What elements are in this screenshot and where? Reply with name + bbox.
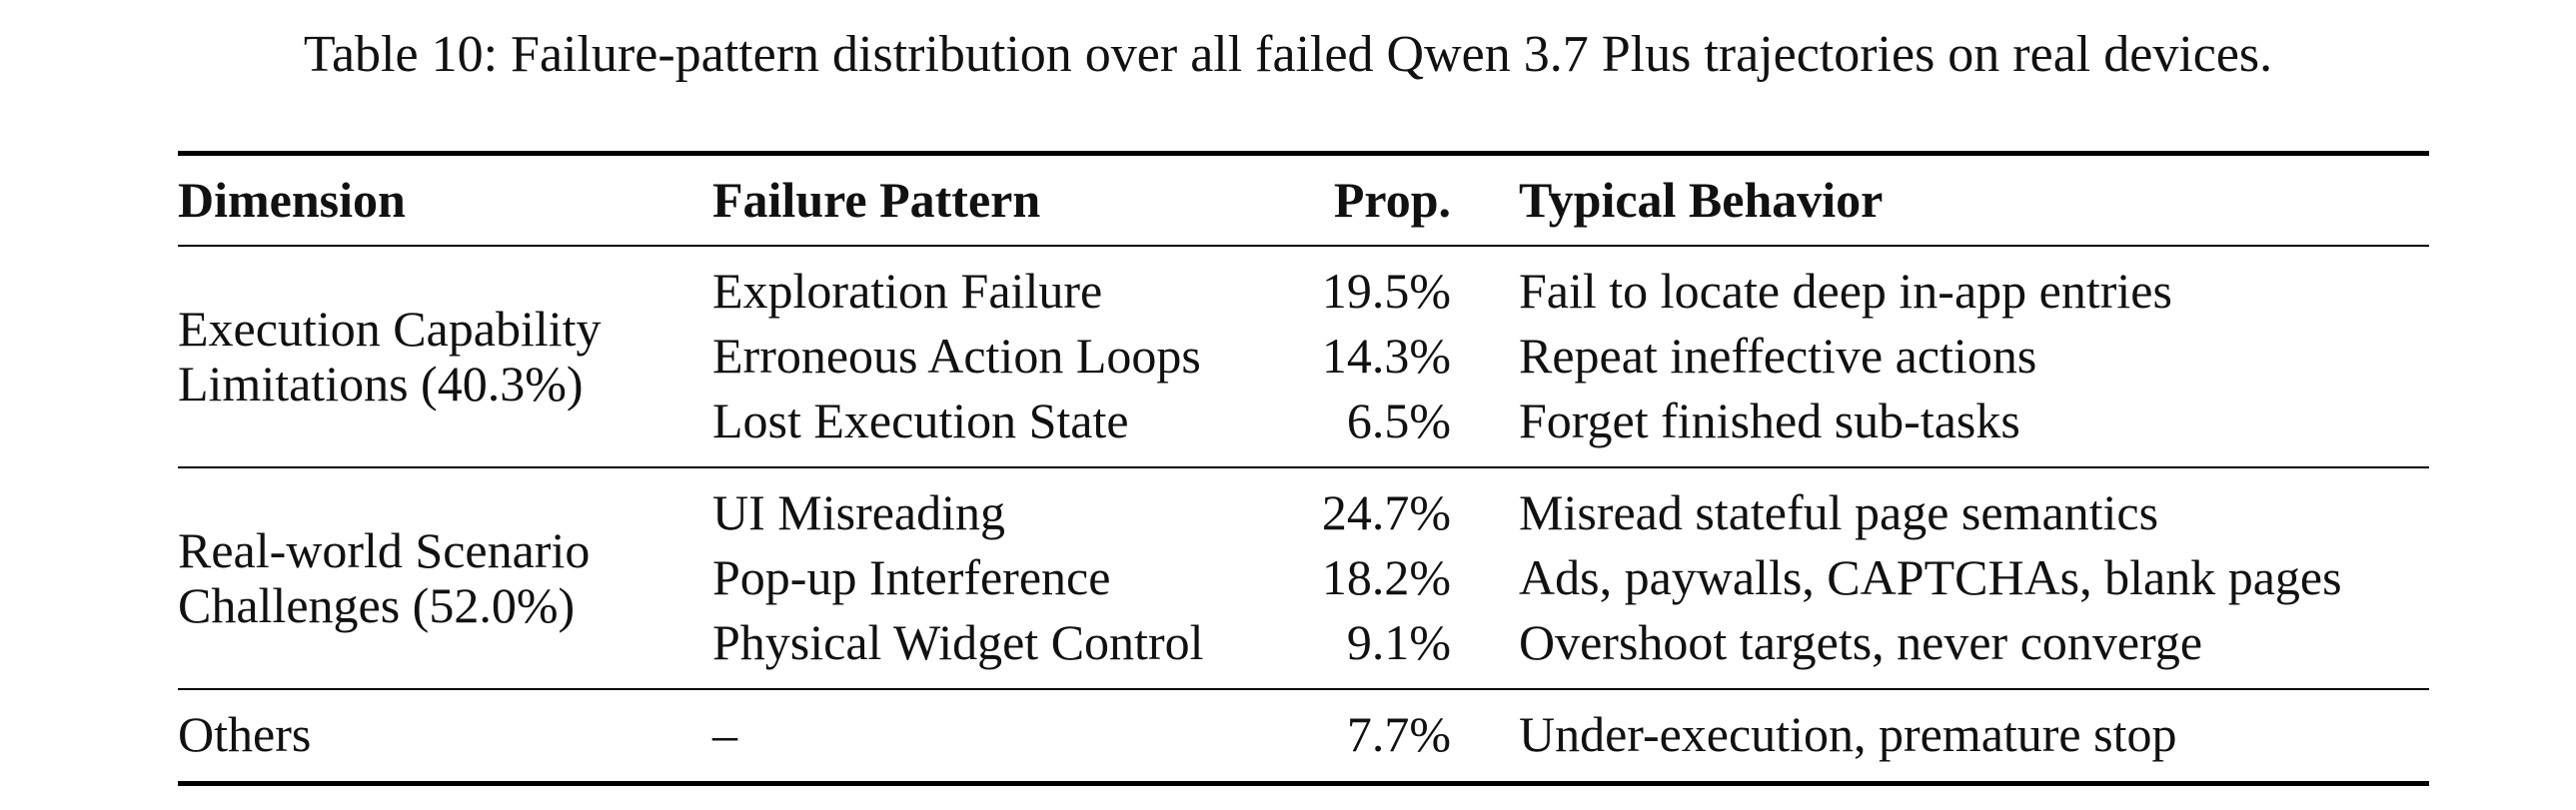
dimension-label: Challenges (52.0%) [178, 576, 576, 633]
behavior-cell: Under-execution, premature stop [1519, 706, 2177, 762]
pattern-cell: Lost Execution State [712, 393, 1129, 448]
behavior-cell: Forget finished sub-tasks [1519, 393, 2020, 448]
header-cell: Failure Pattern [712, 172, 1041, 228]
dimension-label: Limitations (40.3%) [178, 355, 584, 411]
behavior-cell: Repeat ineffective actions [1519, 328, 2037, 384]
behavior-cell: Ads, paywalls, CAPTCHAs, blank pages [1519, 549, 2342, 605]
dimension-label: Execution Capability [178, 300, 602, 357]
prop-cell: 18.2% [1321, 549, 1451, 605]
prop-cell: 7.7% [1346, 706, 1451, 762]
behavior-cell: Misread stateful page semantics [1519, 484, 2159, 540]
header-cell: Prop. [1333, 172, 1451, 228]
prop-cell: 6.5% [1346, 393, 1451, 448]
rule [178, 780, 2429, 786]
pattern-cell: Physical Widget Control [712, 614, 1204, 670]
behavior-cell: Overshoot targets, never converge [1519, 614, 2203, 670]
prop-cell: 14.3% [1321, 328, 1451, 384]
behavior-cell: Fail to locate deep in-app entries [1519, 263, 2172, 319]
pattern-cell: Exploration Failure [712, 263, 1103, 319]
header-cell: Typical Behavior [1519, 172, 1884, 228]
caption: Table 10: Failure-pattern distribution o… [303, 26, 2273, 83]
pattern-cell: Erroneous Action Loops [712, 328, 1201, 384]
dimension-label: Real-world Scenario [178, 521, 591, 578]
prop-cell: 9.1% [1346, 614, 1451, 670]
rule [178, 465, 2429, 469]
rule [178, 150, 2429, 156]
header-cell: Dimension [178, 172, 406, 228]
rule [178, 687, 2429, 691]
prop-cell: 19.5% [1321, 263, 1451, 319]
rule [178, 244, 2429, 248]
prop-cell: 24.7% [1321, 484, 1451, 540]
pattern-cell: UI Misreading [712, 484, 1005, 540]
pattern-cell: Pop-up Interference [712, 549, 1111, 605]
pattern-cell: – [712, 706, 737, 762]
dimension-label: Others [178, 706, 312, 762]
